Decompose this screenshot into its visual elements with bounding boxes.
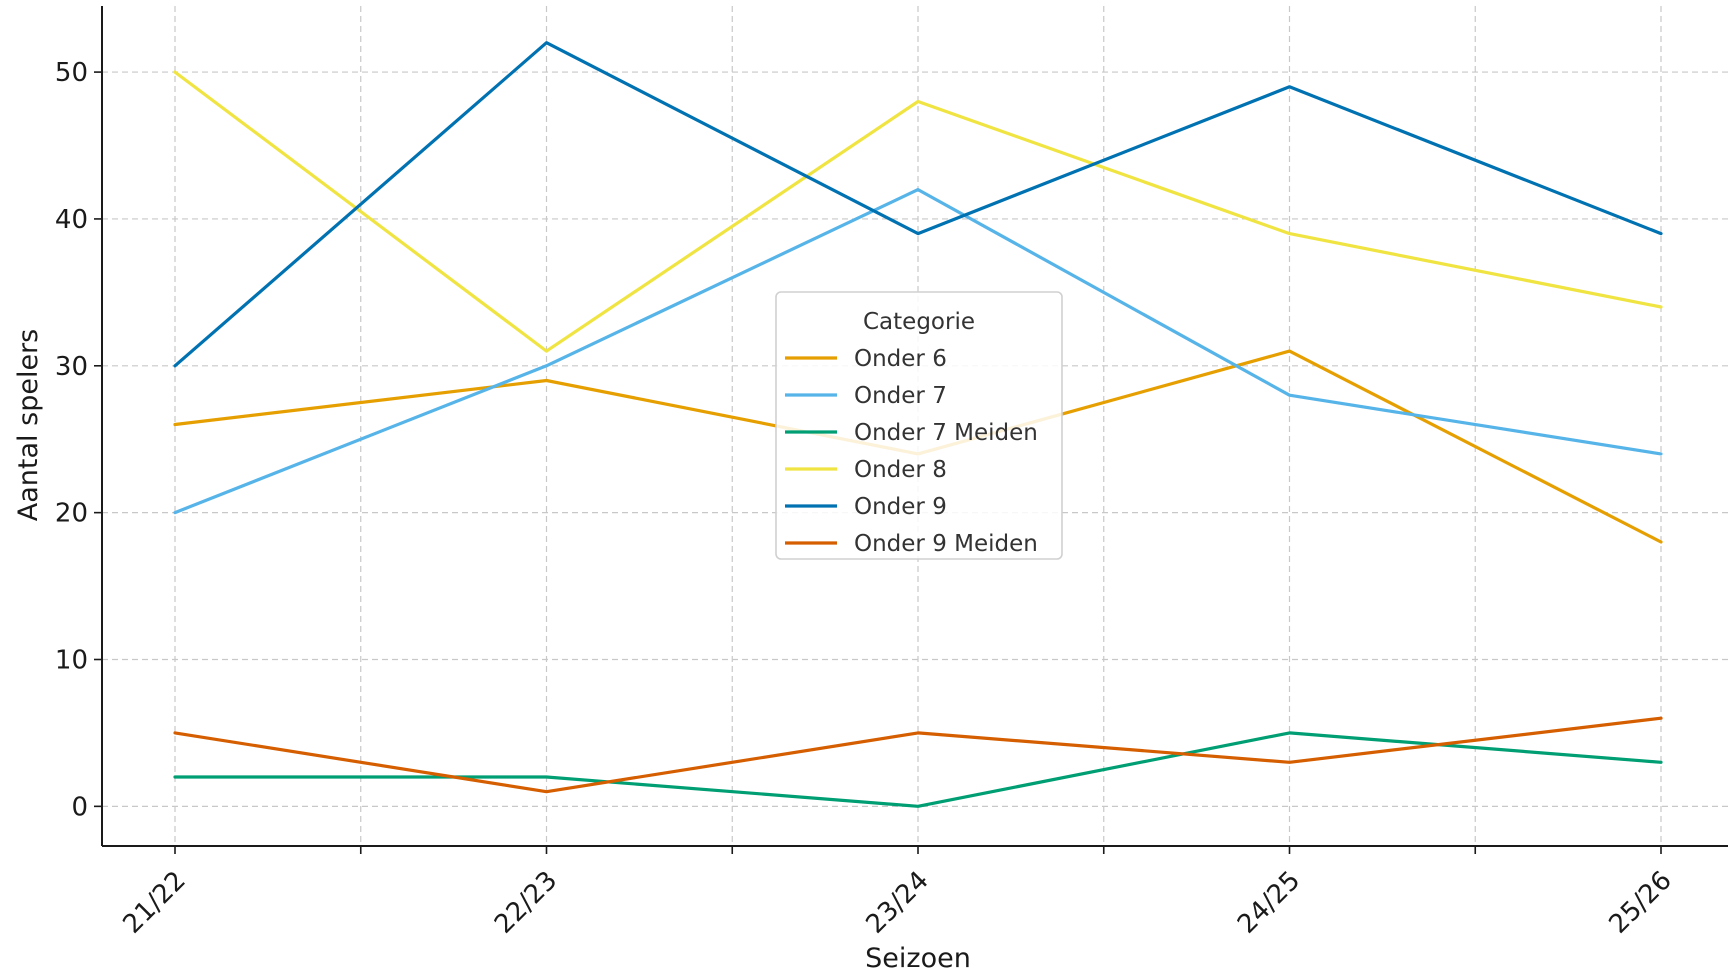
x-tick-label: 24/25: [1232, 866, 1306, 940]
legend: Categorie Onder 6 Onder 7 Onder 7 Meiden Ond…: [776, 292, 1062, 559]
y-tick-label: 30: [55, 352, 88, 382]
y-tick-label: 50: [55, 58, 88, 88]
legend-label: Onder 8: [854, 457, 947, 483]
x-axis-title: Seizoen: [865, 943, 971, 973]
legend-label: Onder 7 Meiden: [854, 420, 1038, 446]
legend-label: Onder 9: [854, 494, 947, 520]
x-tick-label: 22/23: [489, 866, 563, 940]
legend-label: Onder 9 Meiden: [854, 531, 1038, 557]
legend-label: Onder 6: [854, 346, 947, 372]
y-tick-label: 10: [55, 645, 88, 675]
legend-title: Categorie: [863, 309, 975, 335]
y-tick-label: 20: [55, 499, 88, 529]
y-tick-label: 40: [55, 205, 88, 235]
y-tick-label: 0: [71, 792, 88, 822]
y-axis-title: Aantal spelers: [13, 329, 44, 521]
legend-label: Onder 7: [854, 383, 947, 409]
x-tick-label: 21/22: [118, 866, 192, 940]
x-tick-label: 25/26: [1604, 866, 1678, 940]
x-tick-label: 23/24: [861, 866, 935, 940]
